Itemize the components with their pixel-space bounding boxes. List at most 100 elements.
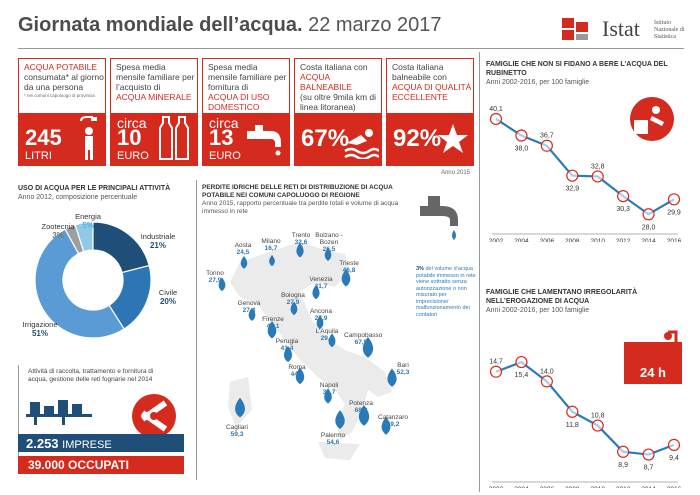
istat-logo: Istat Istituto Nazionale di Statistica: [558, 14, 688, 44]
data-point: [591, 419, 604, 432]
page-title: Giornata mondiale dell’acqua. 22 marzo 2…: [18, 14, 442, 37]
irreg-subtitle: Anni 2002-2016, per 100 famiglie: [486, 307, 590, 314]
city-name: Bologna: [281, 292, 305, 299]
tap-icon: [420, 196, 458, 240]
x-tick-label: 2006: [540, 238, 555, 242]
card2-pre: circa: [117, 115, 147, 131]
x-tick-label: 2012: [616, 238, 631, 242]
city-value: 35,7: [322, 389, 336, 396]
data-point: [617, 445, 630, 458]
city-label: Napoli 35,7: [312, 382, 346, 396]
water-drop-icon: [312, 285, 320, 300]
city-label: Milano 16,7: [254, 238, 288, 252]
x-tick-label: 2004: [514, 238, 529, 242]
data-label: 29,9: [667, 209, 681, 216]
card4-text: Costa italiana con: [300, 62, 368, 72]
city-value: 67,9: [354, 339, 368, 346]
losses-title: PERDITE IDRICHE DELLE RETI DI DISTRIBUZI…: [202, 184, 393, 199]
card-mineral-water: Spesa media mensile familiare per l’acqu…: [110, 58, 198, 166]
x-tick-label: 2016: [667, 238, 682, 242]
card3-unit: EURO: [209, 150, 241, 162]
city-label: Torino 27,9: [198, 270, 232, 284]
x-tick-label: 2002: [489, 238, 504, 242]
city-value: 26,5: [322, 246, 336, 253]
card1-unit: LITRI: [25, 150, 52, 162]
city-label: Ancona 27,9: [304, 308, 338, 322]
x-tick-label: 2014: [641, 238, 656, 242]
water-drop-icon: [341, 269, 351, 287]
card3-text: Spesa media mensile familiare per fornit…: [208, 62, 287, 92]
imprese-value: 2.253: [26, 436, 59, 451]
city-value: 41,4: [280, 345, 294, 352]
faucet-icon: [247, 125, 281, 156]
city-label: Bologna 27,9: [276, 292, 310, 306]
donut-slice-industriale: [92, 221, 150, 274]
city-value: 27,4: [242, 307, 256, 314]
losses-note: 3% del volume d’acqua potabile immesso i…: [416, 266, 478, 318]
trust-section: FAMIGLIE CHE NON SI FIDANO A BERE L’ACQU…: [486, 60, 686, 87]
treatment-plant-icon: [26, 400, 92, 425]
city-value: 16,7: [264, 245, 278, 252]
card3-value: 13: [209, 125, 234, 150]
city-label: Venezia 31,7: [304, 276, 338, 290]
card1-value: 245: [25, 125, 62, 150]
x-tick-label: 2004: [514, 486, 529, 488]
uses-title: USO DI ACQUA PER LE PRINCIPALI ATTIVITÀ: [18, 185, 171, 192]
x-tick-label: 2014: [641, 486, 656, 488]
data-point: [566, 169, 579, 182]
city-name: Roma: [288, 364, 306, 371]
city-name: Campobasso: [344, 332, 383, 339]
data-point: [489, 112, 503, 126]
title-main: Giornata mondiale dell’acqua.: [18, 14, 303, 36]
city-label: Cagliari 59,3: [220, 424, 254, 438]
data-label: 15,4: [515, 372, 529, 379]
city-value: 32,6: [294, 239, 308, 246]
x-tick-label: 2008: [565, 486, 580, 488]
water-drop-icon: [387, 368, 397, 387]
x-tick-label: 2008: [565, 238, 580, 242]
card3-red-text: ACQUA DI USO DOMESTICO: [208, 92, 270, 112]
city-value: 54,6: [326, 439, 340, 446]
x-tick-label: 2016: [667, 486, 682, 488]
city-name: Torino: [206, 270, 224, 277]
drinking-fountain-icon: [630, 97, 674, 141]
city-label: Trieste 46,8: [332, 260, 366, 274]
activities-text: Attività di raccolta, trattamento e forn…: [28, 368, 154, 383]
city-name: Bolzano - Bozen: [315, 232, 343, 246]
data-point: [489, 365, 503, 378]
water-drop-icon: [218, 277, 226, 292]
city-label: Palermo 54,6: [316, 432, 350, 446]
trust-title: FAMIGLIE CHE NON SI FIDANO A BERE L’ACQU…: [486, 61, 668, 77]
city-label: Perugia 41,4: [270, 338, 304, 352]
city-name: Catanzaro: [378, 414, 408, 421]
water-drop-icon: [290, 301, 298, 316]
imprese-label: IMPRESE: [62, 439, 112, 451]
city-label: Campobasso 67,9: [344, 332, 382, 346]
swimmer-icon: [344, 129, 379, 159]
logo-subtitle: Istituto Nazionale di Statistica: [654, 20, 685, 40]
water-drop-icon: [296, 242, 304, 258]
city-name: Venezia: [309, 276, 333, 283]
imprese-bar: 2.253 IMPRESE: [18, 434, 184, 452]
water-drop-icon: [269, 254, 275, 267]
city-value: 27,9: [286, 299, 300, 306]
card-bathing-water: Costa italiana con ACQUA BALNEABILE (su …: [294, 58, 382, 166]
city-value: 31,7: [314, 283, 328, 290]
water-drop-icon: [283, 345, 293, 363]
donut-slice-irrigazione: [34, 228, 125, 339]
data-label: 11,8: [566, 422, 579, 429]
data-point: [566, 405, 579, 418]
water-drop-icon: [324, 388, 332, 404]
city-label: Aosta 24,5: [226, 242, 260, 256]
map-divider: [196, 180, 197, 480]
city-label: Roma 44,1: [280, 364, 314, 378]
losses-note-num: 3%: [416, 266, 424, 272]
card1-text: consumata* al giorno da una persona: [24, 72, 104, 92]
donut-label-civile: Civile: [159, 288, 177, 297]
city-name: Firenze: [262, 316, 284, 323]
losses-subtitle: Anno 2015, rapporto percentuale tra perd…: [202, 200, 399, 215]
water-drop-icon: [235, 397, 245, 418]
city-value: 27,9: [314, 315, 328, 322]
card2-text: Spesa media mensile familiare per l’acqu…: [116, 62, 195, 92]
city-name: Genova: [237, 300, 261, 307]
